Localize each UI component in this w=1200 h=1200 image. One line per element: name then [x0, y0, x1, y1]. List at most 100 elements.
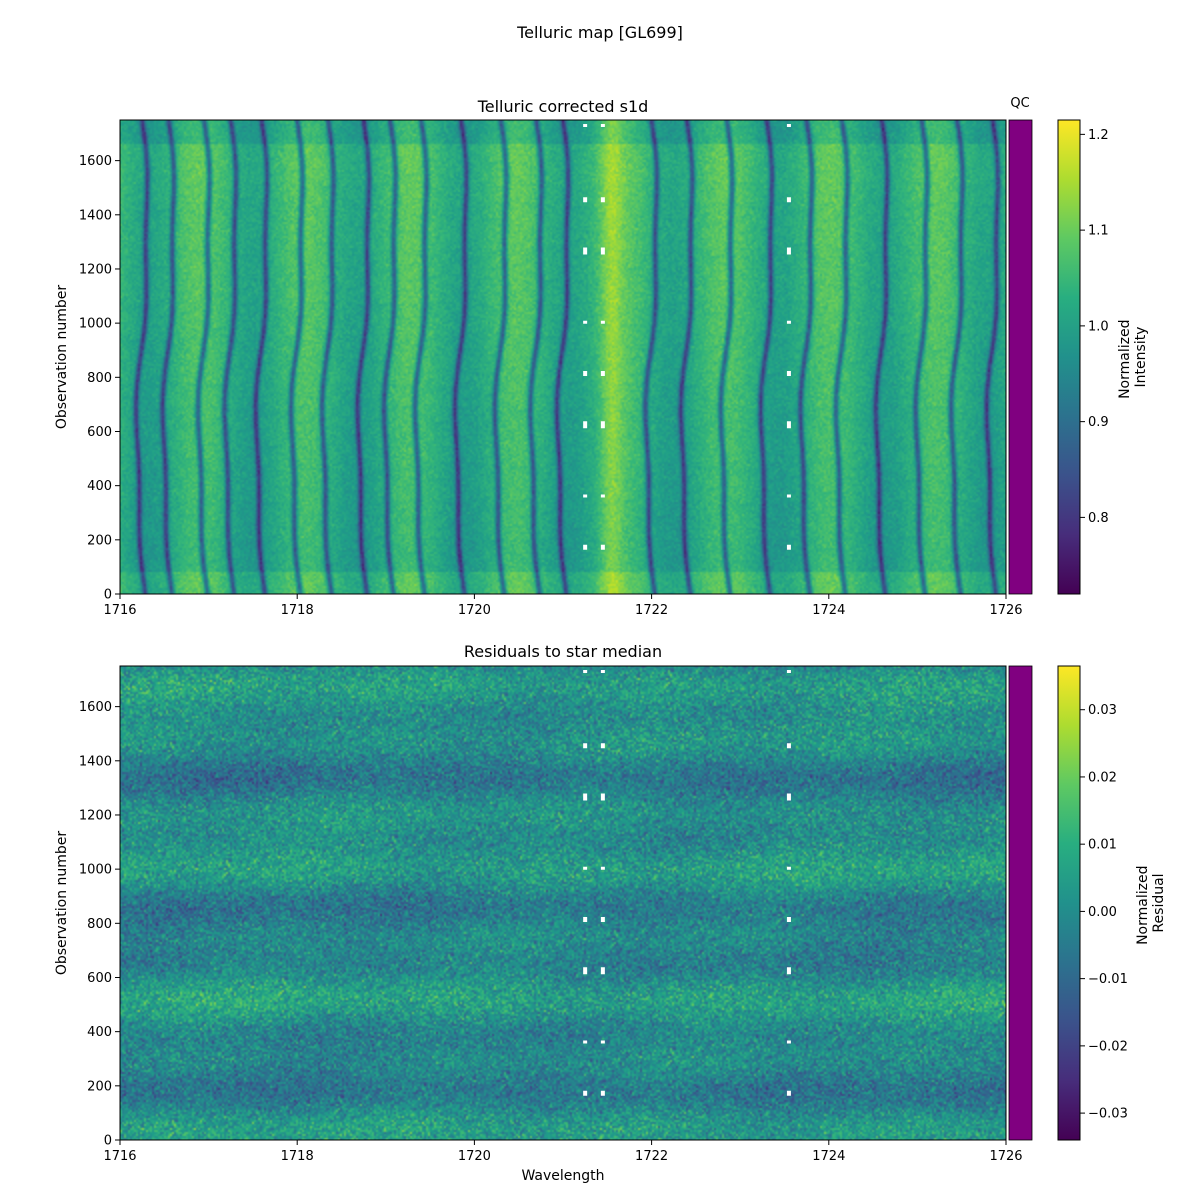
- bottom-colorbar-label-line2: Residual: [1151, 873, 1167, 932]
- bottom-cbtick-label: 0.01: [1088, 838, 1117, 853]
- bottom-masked-gap: [583, 743, 588, 749]
- top-masked-gap: [600, 320, 605, 324]
- top-ytick-label: 200: [87, 533, 112, 548]
- bottom-masked-gap: [600, 743, 605, 749]
- bottom-y-axis-label: Observation number: [54, 831, 70, 976]
- bottom-masked-gap: [583, 866, 588, 870]
- top-ytick-label: 400: [87, 479, 112, 494]
- top-cbtick-label: 1.0: [1088, 319, 1109, 334]
- top-masked-gap: [786, 320, 791, 324]
- top-masked-gap: [600, 421, 605, 429]
- bottom-ytick-label: 1400: [79, 754, 112, 769]
- top-masked-gap: [583, 371, 588, 376]
- figure-title: Telluric map [GL699]: [516, 23, 683, 42]
- bottom-cbtick-label: −0.03: [1088, 1107, 1128, 1122]
- bottom-xtick-label: 1718: [281, 1149, 314, 1164]
- bottom-masked-gap: [583, 793, 588, 801]
- top-colorbar-label-line2: Intensity: [1133, 327, 1149, 388]
- bottom-cbtick-label: −0.02: [1088, 1039, 1128, 1054]
- bottom-cbtick-label: 0.03: [1088, 703, 1117, 718]
- bottom-cbtick-label: 0.00: [1088, 905, 1117, 920]
- top-colorbar-label: Normalized Intensity: [1117, 315, 1149, 399]
- top-y-axis-label: Observation number: [54, 285, 70, 430]
- bottom-y-axis: 0 200 400 600 800 1000 1200 1400 1600: [79, 700, 120, 1149]
- top-masked-gap: [786, 197, 791, 203]
- bottom-masked-gap: [583, 1040, 588, 1044]
- top-cbtick-label: 0.8: [1088, 511, 1109, 526]
- top-ytick-label: 1000: [79, 317, 112, 332]
- top-masked-gap: [600, 124, 605, 127]
- top-xtick-label: 1722: [635, 603, 668, 618]
- top-masked-gap: [583, 320, 588, 324]
- bottom-masked-gap: [600, 917, 605, 922]
- bottom-colorbar-label-line1: Normalized: [1135, 866, 1151, 945]
- bottom-panel: Residuals to star median 1716 1718 1720 172…: [54, 642, 1167, 1184]
- bottom-masked-gap: [786, 866, 791, 870]
- bottom-masked-gap: [600, 1090, 605, 1096]
- bottom-xtick-label: 1726: [989, 1149, 1022, 1164]
- bottom-masked-gap: [786, 1090, 791, 1096]
- top-masked-gap: [600, 371, 605, 376]
- top-masked-gap: [583, 421, 588, 429]
- top-xtick-label: 1718: [281, 603, 314, 618]
- top-masked-gap: [583, 197, 588, 203]
- top-masked-gap: [786, 494, 791, 498]
- bottom-masked-gap: [786, 793, 791, 801]
- top-masked-gap: [600, 494, 605, 498]
- top-colorbar-label-line1: Normalized: [1117, 320, 1133, 399]
- bottom-masked-gap: [600, 866, 605, 870]
- bottom-masked-gap: [786, 1040, 791, 1044]
- top-masked-gap: [786, 544, 791, 550]
- bottom-ytick-label: 200: [87, 1079, 112, 1094]
- qc-strip-bottom: [1008, 665, 1033, 1141]
- top-panel: Telluric corrected s1d 1716 1718 1720 1722 1…: [54, 96, 1149, 618]
- top-masked-gap: [600, 197, 605, 203]
- bottom-ytick-label: 0: [104, 1134, 112, 1149]
- bottom-xtick-label: 1720: [458, 1149, 491, 1164]
- top-masked-gap: [786, 421, 791, 429]
- bottom-masked-gap: [583, 670, 588, 673]
- qc-strip-top: [1008, 119, 1033, 595]
- bottom-cbtick-label: −0.01: [1088, 972, 1128, 987]
- top-masked-gap: [583, 544, 588, 550]
- bottom-cbtick-label: 0.02: [1088, 770, 1117, 785]
- residual-heatmap-image: [120, 666, 1006, 1140]
- bottom-xtick-label: 1716: [103, 1149, 136, 1164]
- bottom-plot-frame: [119, 665, 1007, 1141]
- bottom-masked-gap: [786, 917, 791, 922]
- top-xtick-label: 1720: [458, 603, 491, 618]
- top-ytick-label: 1600: [79, 154, 112, 169]
- bottom-ytick-label: 1000: [79, 863, 112, 878]
- top-masked-gap: [786, 247, 791, 255]
- bottom-xtick-label: 1722: [635, 1149, 668, 1164]
- top-colorbar-axis: 0.8 0.9 1.0 1.1 1.2: [1080, 128, 1109, 526]
- bottom-ytick-label: 800: [87, 917, 112, 932]
- bottom-masked-gap: [600, 1040, 605, 1044]
- top-y-axis: 0 200 400 600 800 1000 1200 1400 1600: [79, 154, 120, 603]
- top-masked-gap: [600, 247, 605, 255]
- bottom-masked-gap: [786, 670, 791, 673]
- top-ytick-label: 600: [87, 425, 112, 440]
- qc-label: QC: [1010, 96, 1029, 111]
- top-masked-gap: [600, 544, 605, 550]
- telluric-heatmap-image: [120, 120, 1006, 594]
- bottom-masked-gap: [583, 967, 588, 975]
- top-ytick-label: 1400: [79, 208, 112, 223]
- bottom-masked-gap: [600, 793, 605, 801]
- top-plot-frame: [119, 119, 1007, 595]
- bottom-masked-gap: [786, 743, 791, 749]
- bottom-x-axis-label: Wavelength: [521, 1168, 604, 1184]
- top-masked-gap: [786, 371, 791, 376]
- top-x-axis: 1716 1718 1720 1722 1724 1726: [103, 594, 1023, 618]
- bottom-masked-gap: [583, 917, 588, 922]
- bottom-masked-gap: [786, 967, 791, 975]
- bottom-x-axis: 1716 1718 1720 1722 1724 1726: [103, 1140, 1023, 1164]
- bottom-colorbar-label: Normalized Residual: [1135, 861, 1167, 945]
- top-xtick-label: 1724: [812, 603, 845, 618]
- top-colorbar: [1057, 119, 1081, 595]
- top-masked-gap: [583, 494, 588, 498]
- bottom-masked-gap: [583, 1090, 588, 1096]
- top-ytick-label: 0: [104, 588, 112, 603]
- top-cbtick-label: 1.2: [1088, 128, 1109, 143]
